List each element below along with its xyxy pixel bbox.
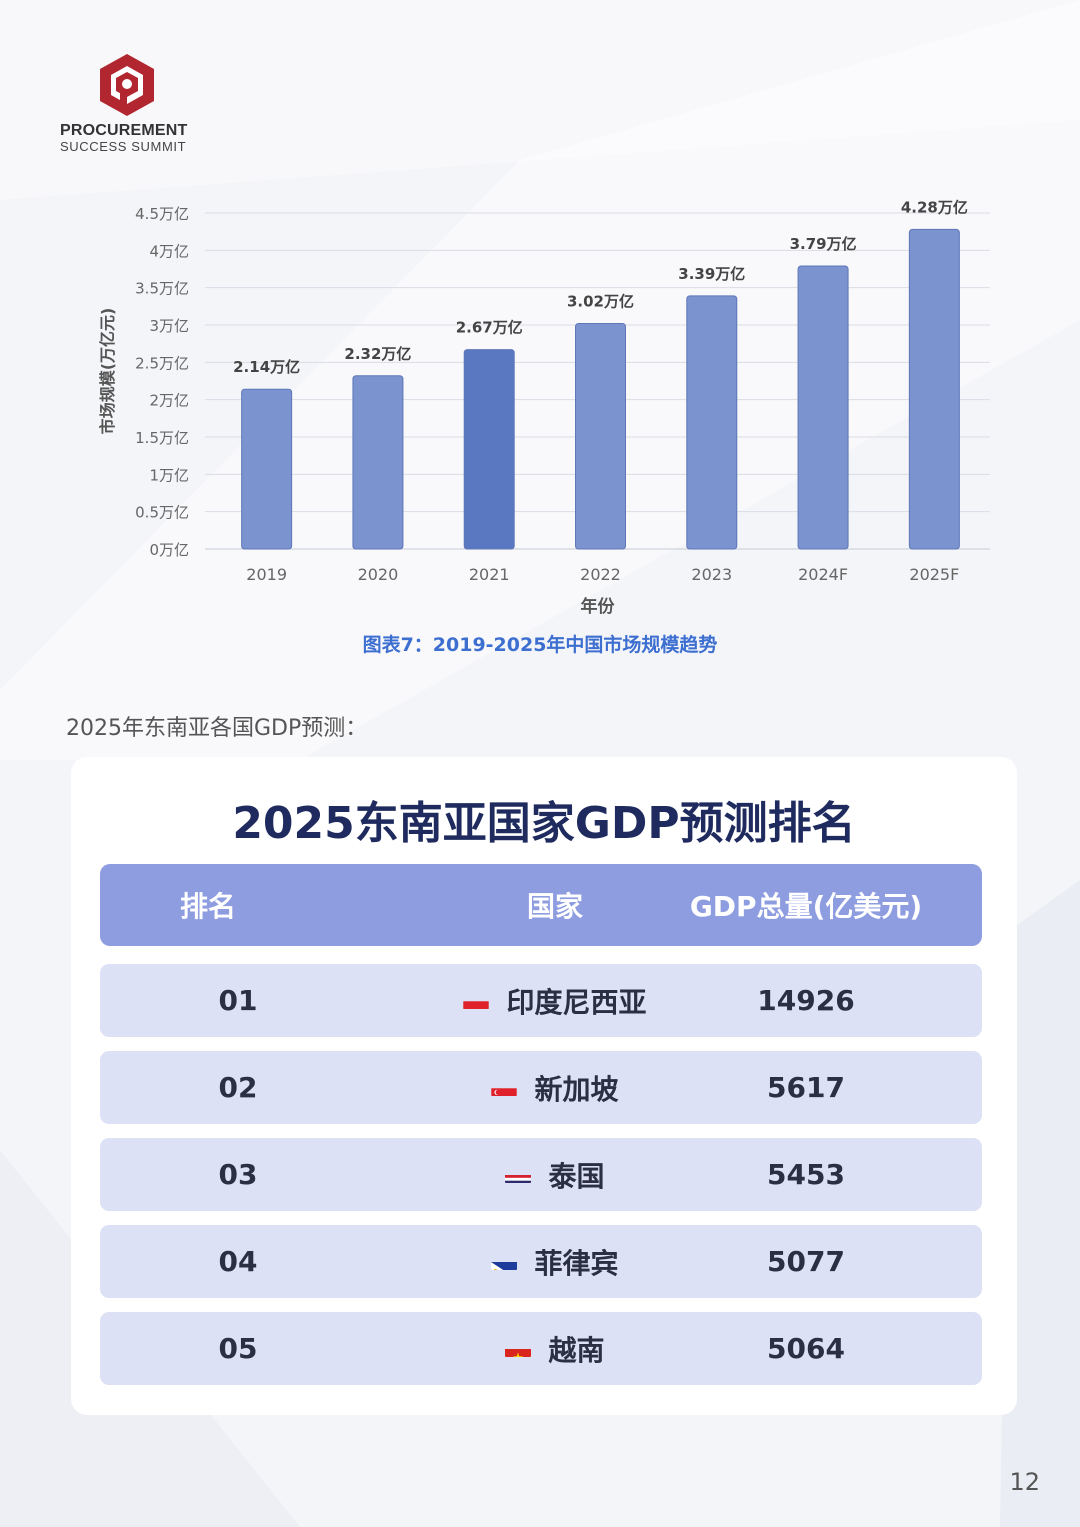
row-country: 印度尼西亚: [400, 964, 710, 1037]
y-tick-label: 3.5万亿: [135, 280, 189, 298]
y-tick-label: 2万亿: [149, 392, 189, 410]
data-label: 2.14万亿: [233, 358, 300, 376]
y-tick-label: 4.5万亿: [135, 205, 189, 223]
thailand-flag-icon: [505, 1166, 532, 1183]
vietnam-flag-icon: [505, 1340, 532, 1357]
row-rank: 04: [218, 1245, 258, 1278]
x-tick-label: 2021: [469, 565, 510, 584]
y-tick-label: 0万亿: [149, 541, 189, 559]
row-country: 菲律宾: [400, 1225, 710, 1298]
y-tick-label: 0.5万亿: [135, 504, 189, 522]
row-country-name: 菲律宾: [534, 1246, 619, 1280]
row-gdp: 5064: [767, 1332, 845, 1365]
x-tick-label: 2024F: [798, 565, 848, 584]
row-country-name: 越南: [548, 1333, 605, 1367]
table-row: 05 越南 5064: [100, 1312, 982, 1385]
x-tick-label: 2025F: [909, 565, 959, 584]
x-tick-label: 2020: [358, 565, 399, 584]
bar-2022: [575, 323, 626, 550]
data-label: 3.02万亿: [567, 293, 634, 311]
gdp-ranking-card: 2025东南亚国家GDP预测排名 排名 国家 GDP总量(亿美元) 01 印度尼西…: [71, 757, 1017, 1415]
y-tick-label: 4万亿: [149, 242, 189, 260]
x-tick-label: 2023: [691, 565, 732, 584]
chart-caption: 图表7：2019-2025年中国市场规模趋势: [362, 634, 718, 656]
logo-text-primary: PROCUREMENT: [60, 122, 188, 139]
row-country-name: 泰国: [548, 1159, 605, 1193]
data-label: 2.32万亿: [344, 345, 411, 363]
row-rank: 02: [218, 1071, 258, 1104]
page-number: 12: [1009, 1468, 1040, 1496]
header-rank: 排名: [179, 890, 236, 923]
y-tick-label: 2.5万亿: [135, 354, 189, 372]
section-intro: 2025年东南亚各国GDP预测：: [66, 716, 368, 741]
data-label: 2.67万亿: [456, 319, 523, 337]
y-tick-label: 1.5万亿: [135, 429, 189, 447]
row-rank: 03: [218, 1158, 258, 1191]
y-tick-label: 1万亿: [149, 466, 189, 484]
table-title: 2025东南亚国家GDP预测排名: [232, 798, 856, 849]
data-label: 3.79万亿: [790, 235, 857, 253]
bar-2019: [241, 388, 293, 550]
table-header: 排名 国家 GDP总量(亿美元): [100, 864, 982, 946]
indonesia-flag-icon: [463, 992, 490, 1009]
row-gdp: 5453: [767, 1158, 845, 1191]
market-size-bar-chart: 0万亿 0.5万亿 1万亿 1.5万亿 2万亿 2.5万亿 3万亿 3.5万亿 4万亿 4.5万亿…: [98, 198, 990, 617]
x-tick-label: 2019: [246, 565, 287, 584]
bar-2021: [463, 349, 515, 550]
philippines-flag-icon: [491, 1253, 518, 1270]
bar-2020: [352, 375, 404, 550]
row-country: 越南: [400, 1312, 710, 1385]
logo-text-secondary: SUCCESS SUMMIT: [60, 139, 187, 154]
table-row: 02 新加坡 5617: [100, 1051, 982, 1124]
bar-2023: [686, 295, 738, 550]
table-row: 03 泰国 5453: [100, 1138, 982, 1211]
row-rank: 01: [218, 984, 258, 1017]
row-country-name: 新加坡: [534, 1072, 619, 1106]
data-label: 4.28万亿: [901, 198, 968, 216]
bar-2024F: [797, 265, 849, 550]
row-country: 新加坡: [400, 1051, 710, 1124]
row-gdp: 5617: [767, 1071, 845, 1104]
header-country: 国家: [526, 890, 583, 923]
x-tick-label: 2022: [580, 565, 621, 584]
singapore-flag-icon: [491, 1079, 518, 1096]
y-axis-title: 市场规模(万亿元): [98, 308, 117, 435]
header-gdp: GDP总量(亿美元): [689, 890, 923, 923]
logo: PROCUREMENT SUCCESS SUMMIT: [60, 52, 200, 154]
x-axis-title: 年份: [581, 596, 616, 617]
row-gdp: 5077: [767, 1245, 845, 1278]
row-country-name: 印度尼西亚: [506, 985, 647, 1019]
table-row: 04 菲律宾 5077: [100, 1225, 982, 1298]
logo-hexagon-icon: [100, 54, 154, 116]
row-country: 泰国: [400, 1138, 710, 1211]
data-label: 3.39万亿: [678, 265, 745, 283]
bar-2025F: [908, 228, 960, 550]
y-tick-label: 3万亿: [149, 317, 189, 335]
row-rank: 05: [218, 1332, 258, 1365]
row-gdp: 14926: [757, 984, 855, 1017]
table-row: 01 印度尼西亚 14926: [100, 964, 982, 1037]
